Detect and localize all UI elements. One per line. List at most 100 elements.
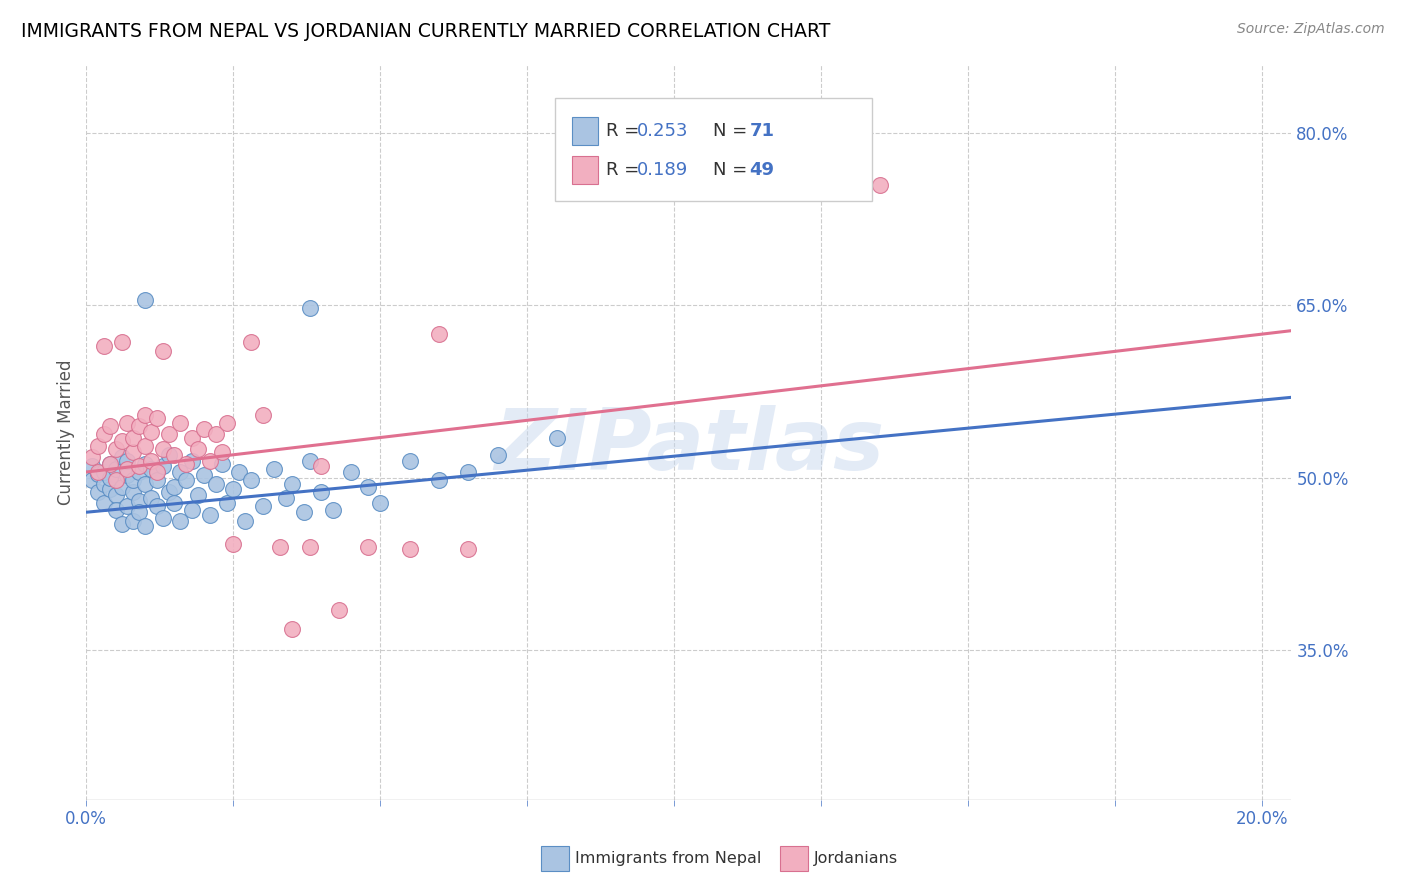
- Point: [292, 505, 315, 519]
- Point: [98, 457, 121, 471]
- Point: [357, 540, 380, 554]
- Point: [181, 503, 204, 517]
- Point: [233, 515, 256, 529]
- Point: [281, 476, 304, 491]
- Point: [398, 453, 420, 467]
- Point: [163, 496, 186, 510]
- Point: [869, 178, 891, 192]
- Point: [104, 503, 127, 517]
- Point: [139, 453, 162, 467]
- Point: [157, 484, 180, 499]
- Point: [204, 476, 226, 491]
- Point: [163, 448, 186, 462]
- Point: [134, 519, 156, 533]
- Point: [311, 459, 333, 474]
- Point: [174, 457, 197, 471]
- Text: N =: N =: [713, 122, 752, 140]
- Point: [457, 465, 479, 479]
- Point: [134, 293, 156, 307]
- Point: [98, 471, 121, 485]
- Point: [239, 335, 262, 350]
- Point: [340, 465, 363, 479]
- Text: ZIPatlas: ZIPatlas: [494, 405, 884, 488]
- Point: [146, 473, 169, 487]
- Point: [82, 473, 104, 487]
- Point: [187, 488, 209, 502]
- Point: [93, 338, 115, 352]
- Point: [152, 511, 174, 525]
- Point: [128, 465, 150, 479]
- Point: [122, 431, 145, 445]
- Point: [169, 465, 191, 479]
- Point: [93, 476, 115, 491]
- Point: [139, 425, 162, 439]
- Point: [193, 422, 215, 436]
- Point: [427, 473, 450, 487]
- Point: [169, 515, 191, 529]
- Text: 71: 71: [749, 122, 775, 140]
- Point: [87, 465, 110, 479]
- Point: [217, 416, 239, 430]
- Text: Source: ZipAtlas.com: Source: ZipAtlas.com: [1237, 22, 1385, 37]
- Text: Jordanians: Jordanians: [814, 851, 898, 865]
- Point: [87, 484, 110, 499]
- Point: [93, 465, 115, 479]
- Point: [193, 468, 215, 483]
- Point: [93, 496, 115, 510]
- Point: [152, 344, 174, 359]
- Point: [222, 537, 245, 551]
- Point: [187, 442, 209, 456]
- Point: [328, 603, 350, 617]
- Text: 0.189: 0.189: [637, 161, 688, 179]
- Point: [211, 445, 233, 459]
- Point: [457, 541, 479, 556]
- Point: [110, 434, 132, 448]
- Point: [146, 500, 169, 514]
- Point: [222, 482, 245, 496]
- Point: [87, 467, 110, 482]
- Point: [252, 408, 274, 422]
- Point: [228, 465, 250, 479]
- Y-axis label: Currently Married: Currently Married: [58, 359, 75, 505]
- Point: [117, 416, 139, 430]
- Point: [110, 450, 132, 464]
- Point: [110, 480, 132, 494]
- Point: [98, 457, 121, 471]
- Point: [152, 459, 174, 474]
- Point: [146, 411, 169, 425]
- Point: [104, 461, 127, 475]
- Point: [546, 431, 568, 445]
- Point: [98, 482, 121, 496]
- Point: [311, 484, 333, 499]
- Point: [157, 448, 180, 462]
- Point: [104, 488, 127, 502]
- Point: [298, 453, 321, 467]
- Point: [128, 505, 150, 519]
- Text: R =: R =: [606, 122, 645, 140]
- Point: [198, 508, 221, 522]
- Point: [117, 461, 139, 475]
- Point: [134, 476, 156, 491]
- Point: [134, 439, 156, 453]
- Point: [252, 500, 274, 514]
- Point: [269, 540, 291, 554]
- Point: [139, 491, 162, 506]
- Text: IMMIGRANTS FROM NEPAL VS JORDANIAN CURRENTLY MARRIED CORRELATION CHART: IMMIGRANTS FROM NEPAL VS JORDANIAN CURRE…: [21, 22, 831, 41]
- Point: [122, 484, 145, 499]
- Text: N =: N =: [713, 161, 752, 179]
- Point: [122, 473, 145, 487]
- Point: [198, 453, 221, 467]
- Point: [87, 439, 110, 453]
- Text: Immigrants from Nepal: Immigrants from Nepal: [575, 851, 762, 865]
- Point: [134, 408, 156, 422]
- Point: [117, 468, 139, 483]
- Point: [181, 431, 204, 445]
- Point: [298, 540, 321, 554]
- Point: [357, 480, 380, 494]
- Point: [122, 515, 145, 529]
- Point: [322, 503, 344, 517]
- Point: [211, 457, 233, 471]
- Point: [117, 453, 139, 467]
- Point: [104, 442, 127, 456]
- Point: [217, 496, 239, 510]
